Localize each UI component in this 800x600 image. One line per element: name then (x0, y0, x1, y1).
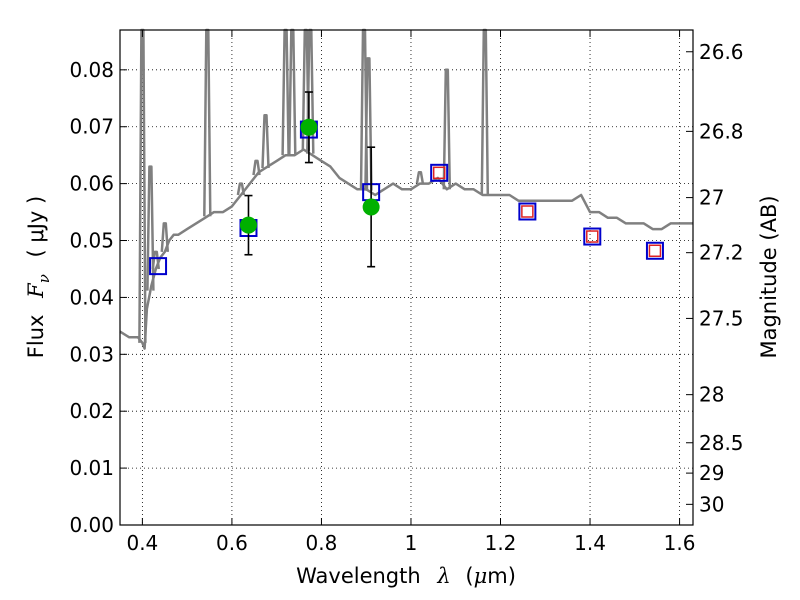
y2-tick-label: 26.8 (699, 119, 744, 143)
x-tick-label: 1.6 (664, 531, 696, 555)
grid (120, 30, 693, 526)
predicted-flux-square (586, 230, 599, 243)
emission-line-spike (442, 68, 452, 190)
x-tick-label: 1.2 (485, 531, 517, 555)
x-axis-label: Wavelength λ (μm) (296, 564, 516, 588)
model-flux-square (518, 202, 537, 221)
y-tick-label: 0.00 (69, 513, 114, 537)
y-tick-label: 0.03 (69, 342, 114, 366)
y-axis-label-symbol: F (24, 282, 48, 299)
y-tick-label: 0.02 (69, 399, 114, 423)
y-axis-label-subscript: ν (35, 274, 53, 283)
y2-tick-label: 30 (699, 492, 724, 516)
x-axis-label-unit-open: ( (465, 564, 473, 588)
model-flux-square (645, 241, 664, 260)
y2-tick-label: 26.6 (699, 40, 744, 64)
y2-tick-label: 29 (699, 461, 724, 485)
x-tick-label: 1 (405, 531, 418, 555)
emission-line-spike (151, 250, 161, 270)
plot-area (119, 28, 693, 350)
y-tick-label: 0.07 (69, 115, 114, 139)
x-axis-label-unit-rest: m) (487, 564, 516, 588)
predicted-flux-square (648, 244, 662, 258)
y2-tick-label: 28.5 (699, 431, 744, 455)
y-axis-label: Flux Fν ( μJy ) (24, 196, 54, 358)
y2-axis-label: Magnitude (AB) (757, 195, 781, 358)
x-axis-label-prefix: Wavelength (296, 564, 421, 588)
y-axis-label-unit: ( μJy ) (24, 196, 48, 258)
y-tick-label: 0.01 (69, 456, 114, 480)
y2-tick-label: 28 (699, 383, 724, 407)
emission-line-spike (288, 28, 297, 156)
predicted-flux-square (521, 205, 534, 218)
x-tick-label: 0.8 (306, 531, 338, 555)
emission-line-spike (203, 28, 212, 217)
y2-tick-label: 27.2 (699, 241, 744, 265)
y-tick-label: 0.04 (69, 285, 114, 309)
y-axis-label-prefix: Flux (24, 315, 48, 359)
x-tick-label: 0.6 (216, 531, 248, 555)
y2-tick-label: 27.5 (699, 306, 744, 330)
emission-line-spike (281, 28, 290, 156)
model-flux-square (583, 227, 602, 246)
observed-flux-point (239, 216, 257, 234)
emission-line-spike (252, 159, 261, 176)
emission-line-spike (480, 28, 490, 196)
x-axis-label-symbol: λ (436, 564, 450, 588)
x-tick-label: 0.4 (126, 531, 158, 555)
emission-line-spike (261, 114, 270, 169)
predicted-flux-square (432, 166, 446, 180)
model-flux-square (430, 163, 449, 182)
observed-flux-point (362, 198, 380, 216)
emission-line-spike (364, 57, 373, 191)
plot-frame (119, 29, 694, 526)
x-tick-label: 1.4 (574, 531, 606, 555)
model-flux-square (149, 257, 168, 276)
y-tick-label: 0.05 (69, 229, 114, 253)
emission-line-spike (146, 165, 155, 291)
observed-flux-point (300, 118, 318, 136)
x-axis-label-unit-mu: μ (474, 564, 488, 588)
y-tick-label: 0.08 (69, 58, 114, 82)
emission-line-spike (236, 182, 246, 196)
y2-tick-label: 27 (699, 186, 724, 210)
model-spectrum-line (119, 148, 693, 350)
axis-ticks: 0.4 0.6 0.8 1 1.2 1.4 1.6 0.00 0.01 0.02 0.03 0.04 0… (69, 30, 744, 555)
emission-line-spike (415, 170, 425, 184)
emission-line-spike (160, 222, 170, 252)
y-tick-label: 0.06 (69, 172, 114, 196)
